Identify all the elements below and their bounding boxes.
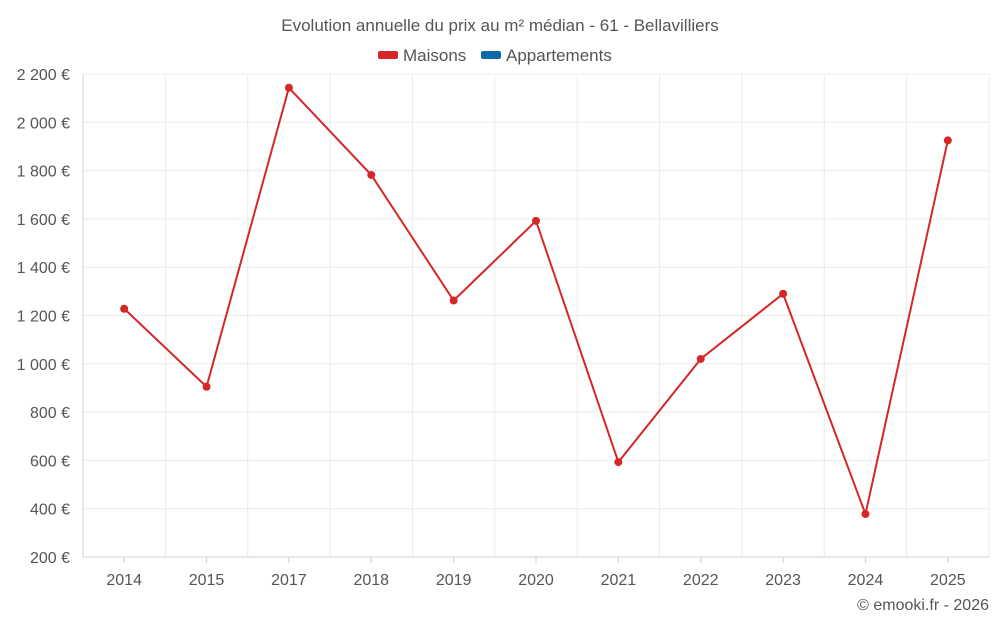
data-point[interactable] <box>532 216 540 225</box>
legend-label-maisons[interactable]: Maisons <box>403 46 466 65</box>
data-point[interactable] <box>202 382 211 391</box>
y-tick-label: 1 400 € <box>17 260 70 277</box>
legend-swatch-appartements <box>481 51 501 59</box>
legend-label-appartements[interactable]: Appartements <box>506 46 612 65</box>
data-point[interactable] <box>861 510 870 519</box>
x-tick-label: 2023 <box>765 572 801 589</box>
chart-title: Evolution annuelle du prix au m² médian … <box>281 16 719 35</box>
x-tick-label: 2018 <box>353 572 389 589</box>
x-tick-label: 2017 <box>271 572 307 589</box>
x-tick-label: 2015 <box>189 572 225 589</box>
data-point[interactable] <box>943 136 952 145</box>
y-tick-label: 1 200 € <box>17 309 70 326</box>
x-tick-label: 2020 <box>518 572 554 589</box>
y-tick-label: 2 000 € <box>17 115 70 132</box>
x-tick-label: 2024 <box>848 572 884 589</box>
credit-text: © emooki.fr - 2026 <box>857 597 989 614</box>
data-point[interactable] <box>367 170 376 179</box>
legend: Maisons Appartements <box>378 46 612 65</box>
x-tick-label: 2021 <box>601 572 637 589</box>
y-tick-label: 800 € <box>30 405 70 422</box>
y-tick-label: 2 200 € <box>17 67 70 84</box>
x-axis: 2014 2015 2017 2018 2019 2020 2021 2022 2023 2024… <box>83 556 989 589</box>
y-tick-label: 1 800 € <box>17 164 70 181</box>
data-point[interactable] <box>449 296 458 305</box>
y-tick-label: 400 € <box>30 502 70 519</box>
legend-swatch-maisons <box>378 51 398 59</box>
y-axis: 200 € 400 € 600 € 800 € 1 000 € 1 200 € 1 400 … <box>17 67 84 567</box>
x-tick-label: 2019 <box>436 572 472 589</box>
data-point[interactable] <box>779 289 788 298</box>
data-point[interactable] <box>696 354 705 363</box>
x-tick-label: 2014 <box>106 572 142 589</box>
grid <box>82 73 990 557</box>
data-point[interactable] <box>120 304 129 313</box>
y-tick-label: 600 € <box>30 453 70 470</box>
y-tick-label: 1 000 € <box>17 357 70 374</box>
y-tick-label: 1 600 € <box>17 212 70 229</box>
x-tick-label: 2025 <box>930 572 966 589</box>
series-maisons <box>120 83 952 519</box>
data-point[interactable] <box>284 83 293 92</box>
data-point[interactable] <box>614 458 623 467</box>
x-tick-label: 2022 <box>683 572 719 589</box>
y-tick-label: 200 € <box>30 550 70 567</box>
